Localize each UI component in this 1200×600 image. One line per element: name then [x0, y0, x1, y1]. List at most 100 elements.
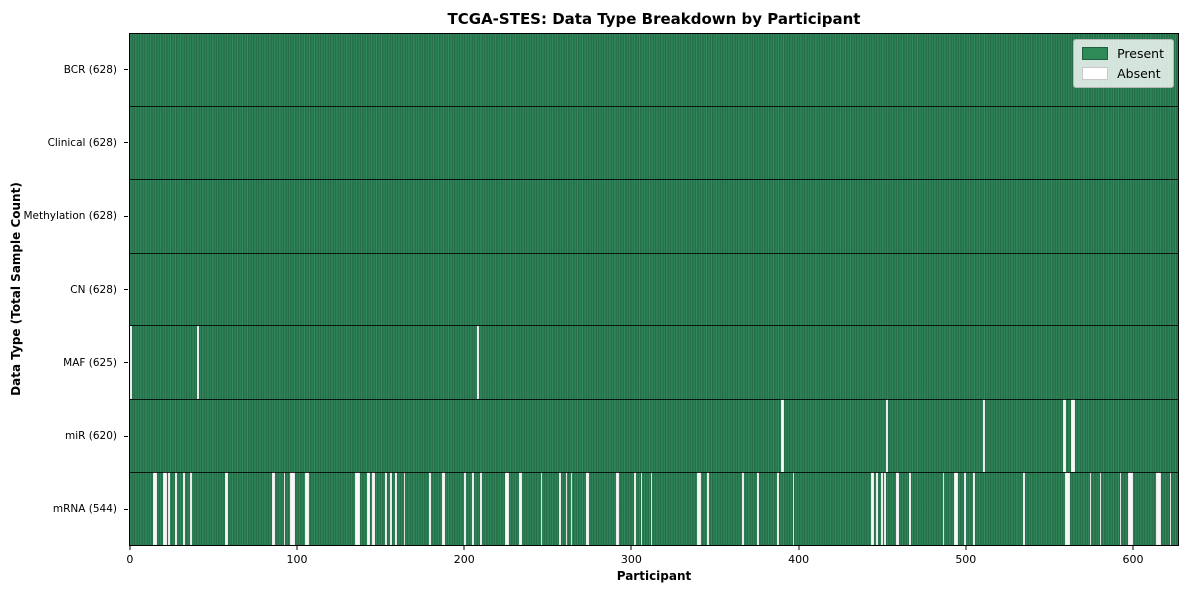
legend-entry-present: Present: [1082, 46, 1164, 61]
absent-mark: [982, 399, 985, 472]
ytick-label-mir: miR (620): [64, 430, 117, 443]
absent-mark: [565, 472, 568, 545]
xtick-label: 400: [788, 553, 810, 566]
legend-swatch-present: [1082, 47, 1109, 60]
absent-mark: [880, 472, 883, 545]
absent-mark: [1156, 472, 1162, 545]
x-axis-label: Participant: [616, 569, 692, 583]
absent-mark: [777, 472, 780, 545]
row-divider: [130, 106, 1178, 108]
absent-mark: [442, 472, 446, 545]
absent-mark: [371, 472, 376, 545]
absent-mark: [1064, 472, 1070, 545]
absent-mark: [225, 472, 229, 545]
absent-mark: [428, 472, 431, 545]
absent-mark: [283, 472, 286, 545]
absent-mark: [972, 472, 975, 545]
absent-mark: [570, 472, 573, 545]
absent-mark: [190, 472, 192, 545]
absent-mark: [540, 472, 543, 545]
xtick-label: 300: [620, 553, 642, 566]
absent-mark: [650, 472, 653, 545]
absent-mark: [366, 472, 371, 545]
absent-mark: [942, 472, 945, 545]
legend-swatch-absent: [1082, 67, 1109, 80]
row-divider: [130, 179, 1178, 181]
absent-mark: [742, 472, 745, 545]
absent-mark: [153, 472, 157, 545]
absent-mark: [196, 326, 199, 399]
xtick-mark: [965, 546, 967, 550]
xtick-mark: [129, 546, 131, 550]
ytick-mark: [124, 508, 128, 510]
absent-mark: [168, 472, 171, 545]
xtick-mark: [1132, 546, 1134, 550]
ytick-mark: [124, 69, 128, 71]
absent-mark: [163, 472, 167, 545]
ytick-mark: [124, 215, 128, 217]
absent-mark: [130, 326, 132, 399]
xtick-mark: [296, 546, 298, 550]
plot-area: Present Absent: [129, 33, 1179, 546]
absent-mark: [757, 472, 760, 545]
legend: Present Absent: [1073, 39, 1174, 88]
absent-mark: [1062, 399, 1067, 472]
legend-label: Absent: [1117, 66, 1161, 81]
ytick-label-bcr: BCR (628): [63, 63, 117, 76]
absent-mark: [1022, 472, 1025, 545]
ytick-label-cn: CN (628): [70, 283, 117, 296]
absent-mark: [518, 472, 523, 545]
x-axis-tick-area: 0 100 200 300 400 500 600: [126, 546, 1179, 568]
ytick-label-methylation: Methylation (628): [23, 210, 117, 223]
absent-mark: [558, 472, 561, 545]
absent-mark: [463, 472, 466, 545]
absent-mark: [707, 472, 710, 545]
absent-mark: [780, 399, 785, 472]
xtick-mark: [463, 546, 465, 550]
row-divider: [130, 471, 1178, 473]
absent-mark: [792, 472, 795, 545]
absent-mark: [290, 472, 296, 545]
absent-mark: [697, 472, 701, 545]
absent-mark: [385, 472, 388, 545]
xtick-label: 600: [1122, 553, 1144, 566]
absent-mark: [505, 472, 509, 545]
absent-mark: [390, 472, 393, 545]
xtick-mark: [630, 546, 632, 550]
absent-mark: [964, 472, 967, 545]
absent-mark: [1119, 472, 1122, 545]
absent-mark: [395, 472, 398, 545]
absent-mark: [954, 472, 958, 545]
xtick-label: 500: [955, 553, 977, 566]
absent-mark: [1169, 472, 1172, 545]
absent-mark: [1127, 472, 1133, 545]
absent-mark: [403, 472, 406, 545]
absent-mark: [477, 326, 479, 399]
legend-label: Present: [1117, 46, 1164, 61]
row-divider: [130, 398, 1178, 400]
absent-mark: [1099, 472, 1102, 545]
absent-mark: [271, 472, 276, 545]
xtick-mark: [798, 546, 800, 550]
ytick-mark: [124, 362, 128, 364]
absent-mark: [305, 472, 309, 545]
absent-mark: [585, 472, 589, 545]
absent-mark: [885, 399, 888, 472]
absent-mark: [884, 472, 887, 545]
ytick-mark: [124, 435, 128, 437]
row-divider: [130, 252, 1178, 254]
absent-mark: [175, 472, 177, 545]
absent-mark: [1089, 472, 1092, 545]
absent-mark: [183, 472, 186, 545]
absent-mark: [909, 472, 912, 545]
absent-mark: [1071, 399, 1075, 472]
ytick-label-maf: MAF (625): [63, 356, 117, 369]
ytick-mark: [124, 289, 128, 290]
legend-entry-absent: Absent: [1082, 66, 1164, 81]
absent-mark: [870, 472, 875, 545]
absent-mark: [355, 472, 361, 545]
xtick-label: 100: [286, 553, 308, 566]
absent-mark: [875, 472, 878, 545]
absent-mark: [615, 472, 619, 545]
